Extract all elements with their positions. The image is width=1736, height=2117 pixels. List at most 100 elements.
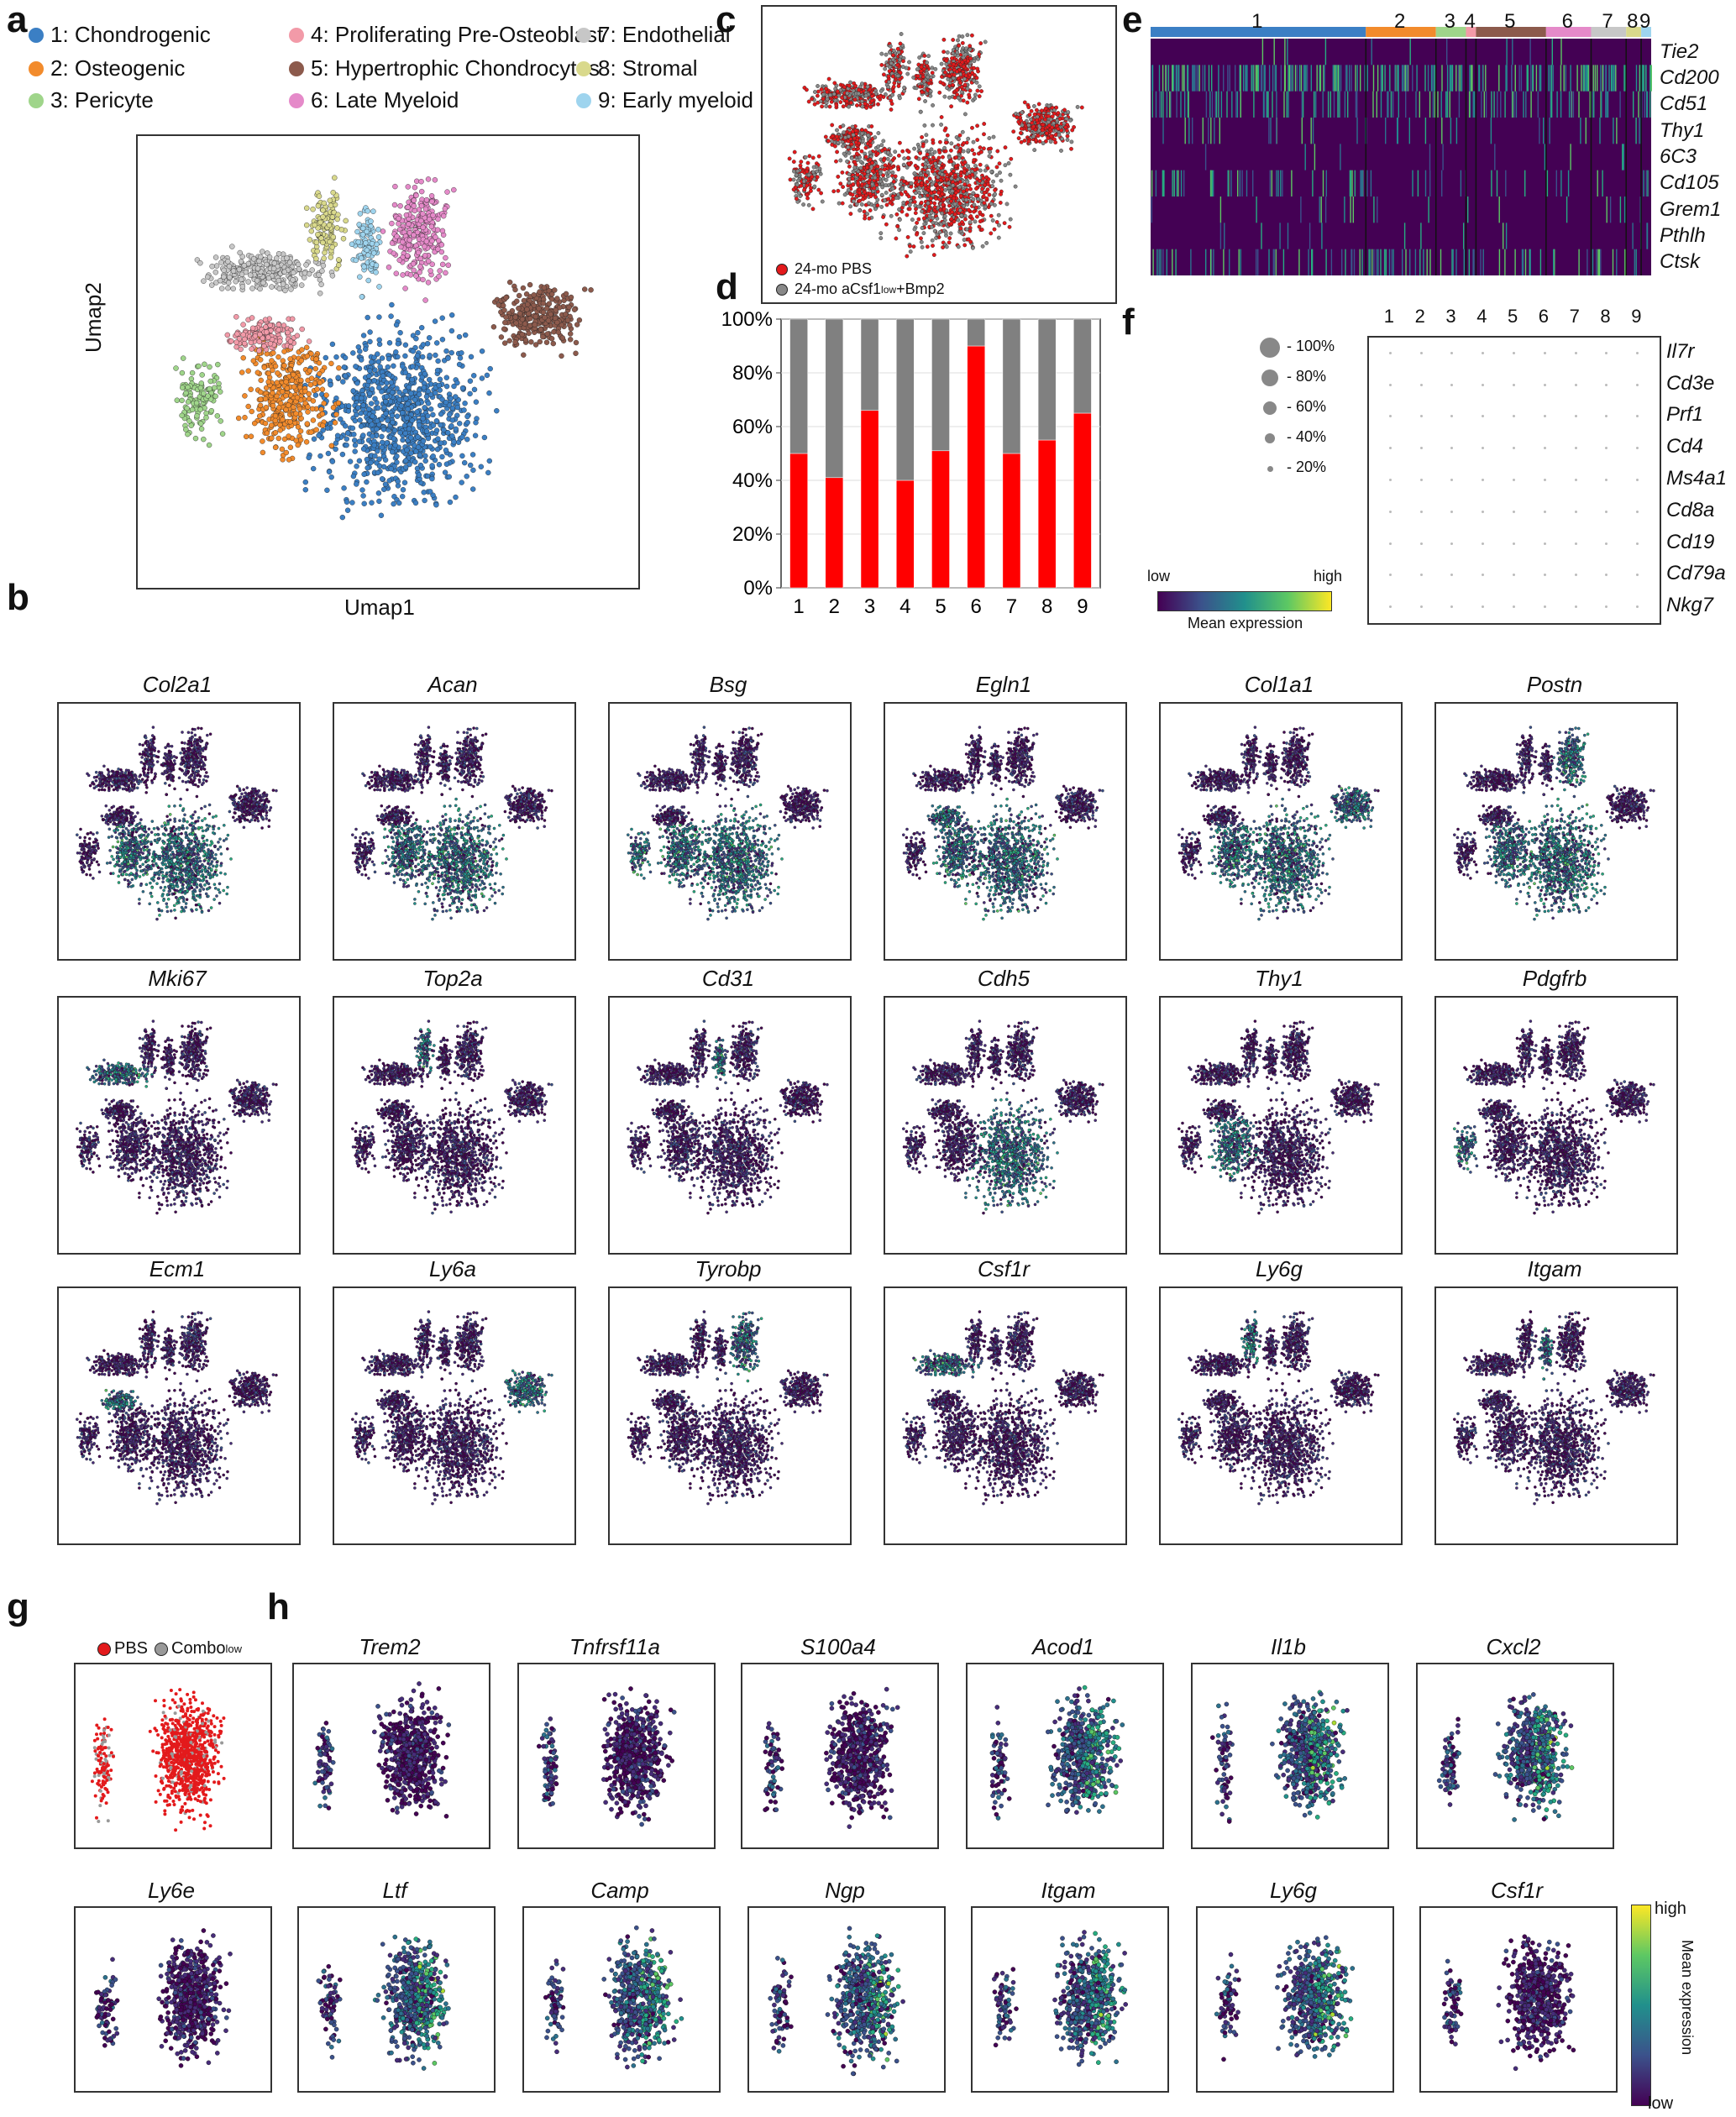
umap-point <box>421 438 426 443</box>
umap-point <box>835 135 838 139</box>
umap-point <box>309 228 314 233</box>
umap-point <box>434 418 439 423</box>
umap-point <box>841 185 844 188</box>
umap-point <box>197 364 202 369</box>
umap-point <box>864 146 868 149</box>
umap-point <box>821 200 824 203</box>
umap-point <box>905 213 909 217</box>
umap-point <box>971 149 974 152</box>
umap-point <box>215 362 220 367</box>
umap-point <box>435 228 440 233</box>
umap-point <box>416 250 421 255</box>
umap-point <box>993 203 996 207</box>
umap-point <box>877 144 880 148</box>
umap-point <box>514 321 519 326</box>
umap-point <box>847 165 851 168</box>
umap-point <box>257 414 262 419</box>
umap-point <box>262 365 267 370</box>
umap-point <box>897 154 900 157</box>
umap-point <box>795 197 798 201</box>
umap-point <box>380 374 385 379</box>
umap-point <box>417 422 422 427</box>
umap-point <box>962 149 965 153</box>
umap-point <box>349 242 354 247</box>
umap-point <box>1007 161 1010 165</box>
umap-point <box>180 385 185 390</box>
umap-point <box>963 160 967 164</box>
umap-point <box>973 220 977 223</box>
umap-point <box>856 173 859 176</box>
cluster-legend-label: 6: Late Myeloid <box>311 87 459 113</box>
umap-point <box>931 238 934 242</box>
umap-point <box>415 354 420 359</box>
umap-point <box>881 174 884 177</box>
umap-point <box>315 387 320 392</box>
umap-point <box>855 103 858 107</box>
umap-point <box>418 218 423 223</box>
umap-point <box>249 316 254 321</box>
panel-label-h: h <box>267 1589 290 1626</box>
umap-point <box>940 62 943 66</box>
umap-point <box>363 240 368 245</box>
umap-point <box>390 390 395 395</box>
panel-label-a: a <box>7 2 27 39</box>
umap-point <box>936 179 939 182</box>
umap-point <box>422 244 427 249</box>
umap-point <box>270 368 275 373</box>
umap-point <box>1009 217 1012 221</box>
umap-point <box>299 358 304 363</box>
umap-point <box>465 420 470 425</box>
umap-point <box>360 232 365 237</box>
umap-point <box>297 406 302 411</box>
umap-point <box>447 412 452 417</box>
umap-point <box>961 60 964 64</box>
umap-point <box>876 204 879 207</box>
umap-point <box>944 231 947 234</box>
umap-point <box>335 433 340 438</box>
umap-point <box>270 285 275 290</box>
umap-point <box>367 369 372 374</box>
umap-point <box>1037 102 1041 106</box>
umap-point <box>334 412 339 417</box>
umap-point <box>988 193 991 197</box>
umap-point <box>443 470 448 475</box>
umap-point <box>834 160 837 163</box>
umap-point <box>433 502 438 507</box>
umap-point <box>927 165 931 168</box>
umap-point <box>362 472 367 477</box>
umap-point <box>982 176 985 180</box>
umap-point <box>491 324 496 329</box>
umap-point <box>416 445 421 450</box>
umap-point <box>1027 139 1031 143</box>
umap-point <box>527 282 532 287</box>
umap-point <box>354 464 359 469</box>
umap-point <box>199 380 204 385</box>
umap-point <box>189 376 194 381</box>
umap-point <box>860 202 863 206</box>
umap-point <box>422 498 427 503</box>
umap-point <box>860 182 863 186</box>
umap-point <box>392 202 397 207</box>
umap-point <box>979 41 983 45</box>
umap-point <box>375 470 380 475</box>
umap-point <box>924 162 927 165</box>
umap-point <box>923 123 926 127</box>
umap-point <box>945 86 948 90</box>
umap-point <box>827 77 831 81</box>
umap-point <box>174 366 179 371</box>
umap-point <box>962 65 965 68</box>
umap-point <box>805 197 809 200</box>
umap-point <box>993 188 996 191</box>
umap-point <box>879 89 883 92</box>
umap-point <box>957 138 960 141</box>
umap-point <box>410 377 415 382</box>
umap-point <box>972 197 975 201</box>
umap-point <box>897 168 900 171</box>
umap-point <box>415 434 420 439</box>
umap-point <box>240 284 245 289</box>
umap-point <box>370 414 375 419</box>
umap-point <box>488 366 493 371</box>
umap-points <box>763 7 1115 302</box>
umap-point <box>305 405 310 410</box>
umap-point <box>304 262 309 267</box>
